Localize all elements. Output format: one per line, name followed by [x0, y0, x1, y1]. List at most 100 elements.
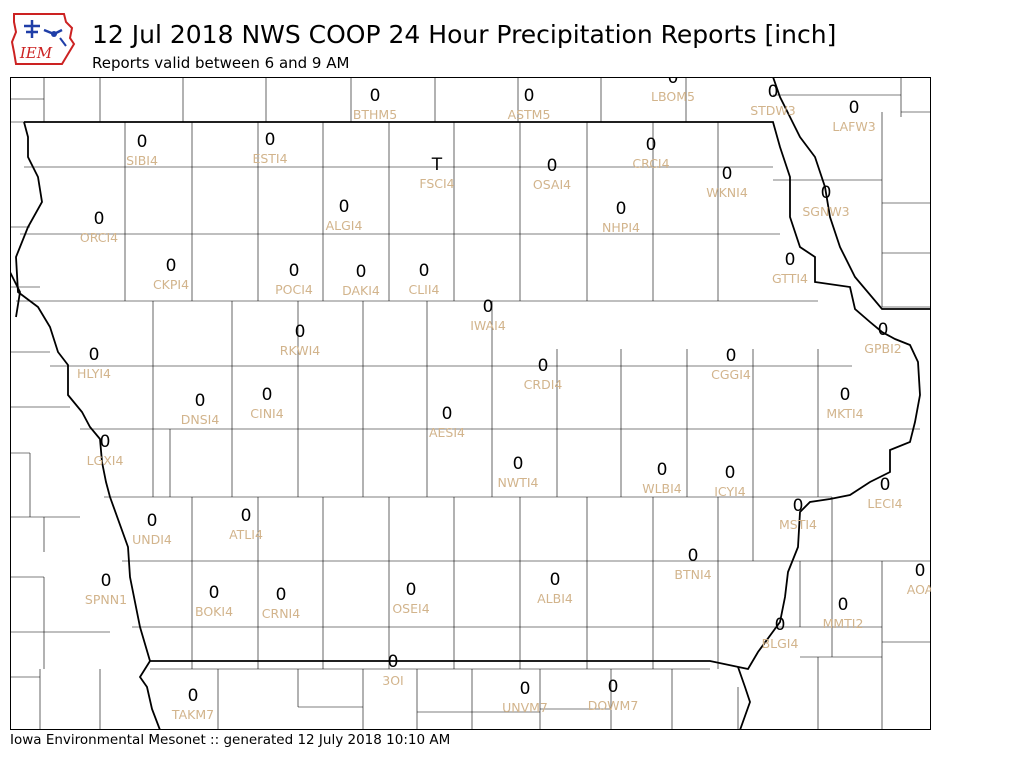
station-label: ALBI4 — [537, 591, 573, 606]
station-value: 0 — [356, 262, 367, 282]
station-value: 0 — [849, 98, 860, 118]
station-label: LAFW3 — [832, 119, 875, 134]
station-value: 0 — [524, 86, 535, 106]
station-label: OSAI4 — [533, 177, 571, 192]
station-value: T — [431, 155, 443, 175]
station-value: 0 — [406, 580, 417, 600]
station-value: 0 — [821, 183, 832, 203]
iem-logo: IEM — [10, 8, 78, 66]
logo-text: IEM — [19, 44, 53, 62]
station-value: 0 — [838, 595, 849, 615]
station-label: ORCI4 — [80, 230, 118, 245]
station-label: BLGI4 — [762, 636, 799, 651]
state-borders — [10, 77, 930, 730]
station-label: DNSI4 — [181, 412, 220, 427]
station-value: 0 — [195, 391, 206, 411]
station-value: 0 — [147, 511, 158, 531]
station-label: CLII4 — [408, 282, 439, 297]
station-label: CGGI4 — [711, 367, 751, 382]
station-label: FSCI4 — [419, 176, 454, 191]
station-value: 0 — [276, 585, 287, 605]
station-value: 0 — [646, 135, 657, 155]
station-label: BTHM5 — [353, 107, 397, 122]
station-value: 0 — [657, 460, 668, 480]
station-label: AESI4 — [429, 425, 465, 440]
station-value: 0 — [880, 475, 891, 495]
station-value: 0 — [388, 652, 399, 672]
station-label: GPBI2 — [864, 341, 901, 356]
station-value: 0 — [295, 322, 306, 342]
station-label: IWAI4 — [470, 318, 506, 333]
station-value: 0 — [339, 197, 350, 217]
station-value: 0 — [166, 256, 177, 276]
station-value: 0 — [616, 199, 627, 219]
station-label: STDW3 — [750, 103, 796, 118]
station-value: 0 — [94, 209, 105, 229]
station-value: 0 — [726, 346, 737, 366]
station-label: 3OI — [382, 673, 403, 688]
station-value: 0 — [608, 677, 619, 697]
station-label: CRDI4 — [524, 377, 563, 392]
station-label: BOKI4 — [195, 604, 233, 619]
station-label: CKPI4 — [153, 277, 189, 292]
station-label: NHPI4 — [602, 220, 640, 235]
station-label: WKNI4 — [706, 185, 748, 200]
station-label: WLBI4 — [642, 481, 682, 496]
station-label: HLYI4 — [77, 366, 111, 381]
station-value: 0 — [89, 345, 100, 365]
station-value: 0 — [137, 132, 148, 152]
station-label: ICYI4 — [714, 484, 746, 499]
station-label: LGXI4 — [87, 453, 124, 468]
station-label: UNVM7 — [502, 700, 548, 715]
station-value: 0 — [289, 261, 300, 281]
station-label: SGNW3 — [802, 204, 849, 219]
station-label: LBOM5 — [651, 89, 695, 104]
station-label: ESTI4 — [252, 151, 287, 166]
station-value: 0 — [915, 561, 926, 581]
station-value: 0 — [840, 385, 851, 405]
station-value: 0 — [722, 164, 733, 184]
station-label: NWTI4 — [498, 475, 539, 490]
station-value: 0 — [785, 250, 796, 270]
station-value: 0 — [547, 156, 558, 176]
station-value: 0 — [101, 571, 112, 591]
station-label: CRCI4 — [632, 156, 669, 171]
county-lines — [10, 77, 930, 730]
station-label: CRNI4 — [262, 606, 300, 621]
station-label: ALGI4 — [326, 218, 363, 233]
station-value: 0 — [262, 385, 273, 405]
station-label: LECI4 — [867, 496, 902, 511]
station-value: 0 — [483, 297, 494, 317]
station-label: UNDI4 — [132, 532, 172, 547]
